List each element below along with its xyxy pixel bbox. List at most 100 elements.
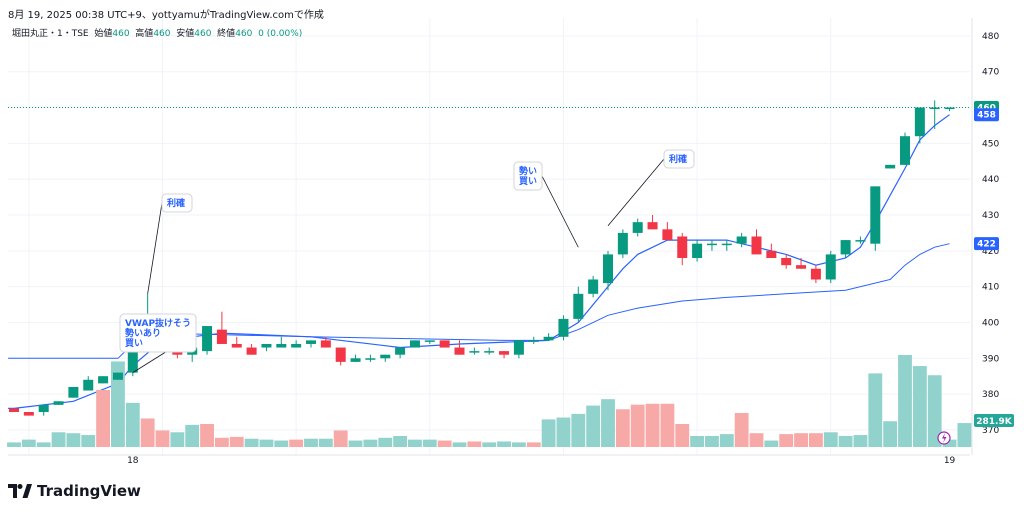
annotation-text: 勢いあり bbox=[125, 327, 161, 339]
price-tick-label: 400 bbox=[982, 318, 999, 328]
volume-bar bbox=[808, 433, 823, 447]
price-label-badge bbox=[974, 237, 999, 251]
volume-bar bbox=[660, 403, 675, 447]
tradingview-logo-icon bbox=[8, 484, 32, 498]
volume-label-badge bbox=[974, 414, 1014, 427]
price-axis[interactable]: 3703803904004104204304404504604704804604… bbox=[937, 32, 1014, 445]
volume-bar bbox=[823, 432, 838, 447]
volume-bar bbox=[734, 412, 749, 447]
candle-body bbox=[692, 243, 703, 258]
tradingview-logo[interactable]: TradingView bbox=[8, 482, 141, 500]
candle-body bbox=[469, 351, 480, 353]
annotation-text: 買い bbox=[125, 338, 143, 349]
candle-body bbox=[528, 340, 539, 342]
ohlc-legend: 堀田丸正・1・TSE 始値460 高値460 安値460 終値460 0 (0.… bbox=[12, 26, 302, 39]
annotation-pointer bbox=[147, 202, 163, 294]
volume-bar bbox=[51, 432, 66, 447]
time-tick-label: 19 bbox=[944, 456, 956, 466]
candle-body bbox=[603, 254, 613, 284]
candle-body bbox=[365, 358, 376, 360]
volume-bar bbox=[229, 436, 244, 447]
candle-body bbox=[855, 240, 866, 242]
price-tick-label: 470 bbox=[982, 68, 999, 78]
candle-body bbox=[721, 243, 732, 246]
volume-bar bbox=[408, 439, 422, 447]
candle-body bbox=[632, 222, 643, 233]
candle-body bbox=[246, 347, 257, 355]
candle-body bbox=[202, 326, 213, 352]
candle-body bbox=[291, 343, 302, 348]
candle-body bbox=[870, 186, 881, 244]
volume-bar bbox=[378, 437, 393, 447]
volume-bar bbox=[348, 440, 363, 447]
annotation-text: VWAP抜けそう bbox=[125, 317, 191, 329]
volume-bar bbox=[645, 403, 660, 447]
high-label: 高値 bbox=[135, 29, 154, 39]
candle-body bbox=[439, 340, 450, 348]
volume-bar bbox=[289, 439, 304, 447]
volume-bar bbox=[200, 424, 214, 447]
annotation-box bbox=[161, 193, 193, 213]
annotation-pointer bbox=[541, 175, 579, 248]
high-value: 460 bbox=[153, 29, 171, 39]
price-tick-label: 410 bbox=[982, 283, 999, 293]
annotation-text: 買い bbox=[519, 176, 537, 187]
volume-bar bbox=[244, 438, 259, 447]
annotation-box bbox=[513, 161, 543, 191]
price-tick-label: 380 bbox=[982, 390, 999, 400]
volume-bar bbox=[21, 439, 36, 447]
volume-bar bbox=[170, 432, 185, 447]
close-label: 終値 bbox=[217, 29, 236, 39]
volume-bar bbox=[140, 418, 155, 447]
created-by-line: 8月 19, 2025 00:38 UTC+9、yottyamuがTrading… bbox=[8, 10, 324, 21]
candle-body bbox=[617, 232, 628, 255]
volume-bar bbox=[541, 419, 556, 447]
close-value: 460 bbox=[235, 29, 253, 39]
price-label-text: 422 bbox=[977, 240, 996, 250]
volume-bar bbox=[883, 421, 898, 447]
candle-body bbox=[306, 340, 316, 344]
volume-bar bbox=[125, 402, 140, 447]
candle-body bbox=[513, 340, 524, 355]
candle-body bbox=[409, 340, 420, 348]
moving-average-line bbox=[8, 114, 950, 409]
candle-body bbox=[885, 164, 896, 169]
volume-bar bbox=[497, 441, 511, 447]
volume-bar bbox=[393, 435, 408, 447]
volume-bar bbox=[185, 424, 200, 447]
candle-body bbox=[766, 250, 777, 258]
volume-bar bbox=[526, 442, 541, 447]
volume-bar bbox=[571, 413, 586, 447]
candle-body bbox=[810, 268, 821, 280]
candle-body bbox=[751, 236, 762, 255]
volume-bar bbox=[363, 439, 378, 447]
candle-body bbox=[9, 408, 19, 413]
candle-body bbox=[543, 336, 554, 341]
time-axis[interactable]: 18 19 bbox=[8, 18, 973, 466]
price-label-text: 458 bbox=[977, 111, 996, 121]
time-tick-label: 18 bbox=[127, 456, 139, 466]
candle-body bbox=[796, 265, 807, 269]
candle-body bbox=[914, 107, 925, 137]
candle-body bbox=[840, 240, 851, 255]
symbol-name[interactable]: 堀田丸正・1・TSE bbox=[12, 29, 89, 39]
low-label: 安値 bbox=[176, 29, 195, 39]
candlesticks bbox=[9, 100, 955, 416]
volume-label-text: 281.9K bbox=[976, 417, 1012, 427]
candle-body bbox=[380, 354, 391, 359]
open-value: 460 bbox=[112, 29, 130, 39]
candle-body bbox=[335, 347, 346, 362]
volume-bar bbox=[912, 366, 927, 447]
annotation-text: 勢い bbox=[519, 165, 537, 177]
candle-body bbox=[573, 293, 584, 319]
volume-bar bbox=[705, 435, 719, 447]
price-label-badge bbox=[974, 108, 999, 122]
volume-bar bbox=[214, 437, 229, 447]
candle-body bbox=[944, 107, 955, 110]
volume-bar bbox=[942, 439, 957, 447]
volume-bar bbox=[838, 435, 853, 447]
volume-bar bbox=[36, 442, 51, 447]
volume-bar bbox=[318, 438, 333, 447]
